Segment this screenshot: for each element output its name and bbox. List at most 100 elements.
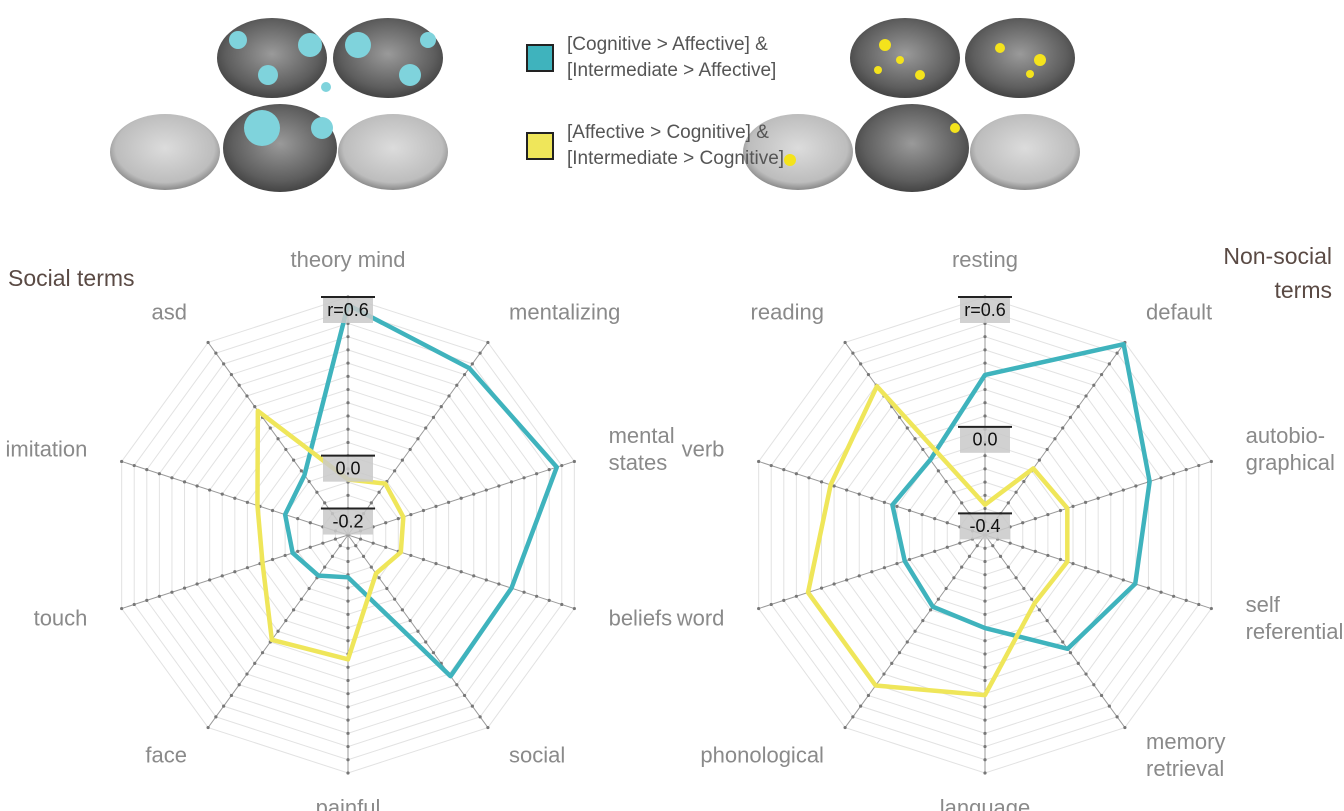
spoke-dot <box>859 362 863 366</box>
chart-title: Social terms <box>8 265 135 291</box>
spoke-dot <box>870 496 874 500</box>
category-line: graphical <box>1246 450 1335 475</box>
spoke-dot <box>1209 606 1213 611</box>
spoke-dot <box>270 557 275 562</box>
category-label: social <box>509 742 565 767</box>
spoke-dot <box>983 744 987 749</box>
tick-label-bg <box>960 297 1010 323</box>
category-line: default <box>1146 299 1212 324</box>
spoke-dot <box>424 640 428 644</box>
spoke-dot <box>983 480 987 484</box>
chart-title-line: Non-social <box>1223 243 1332 269</box>
category-label: touch <box>34 605 88 630</box>
spoke-dot <box>484 578 488 582</box>
category-line: resting <box>952 247 1018 272</box>
spoke-dot <box>1209 459 1213 464</box>
spoke-dot <box>400 608 405 612</box>
tick-label: 0.0 <box>335 458 360 478</box>
spoke-dot <box>346 361 350 365</box>
tick-label: r=0.6 <box>327 300 369 320</box>
spoke-dot <box>1076 661 1080 665</box>
chart-title-line: terms <box>1275 277 1333 303</box>
spoke-dot <box>1096 496 1100 500</box>
tick-label-bg <box>323 297 373 323</box>
spoke-dot <box>983 705 987 709</box>
spoke-dot <box>983 467 987 471</box>
spoke-dot <box>1099 372 1104 377</box>
spoke-dot <box>268 426 272 430</box>
spoke-dot <box>1107 704 1111 708</box>
spoke-dot <box>944 586 948 591</box>
spoke-dot <box>296 517 300 521</box>
spoke-dot <box>470 704 474 708</box>
spoke-dot <box>1092 683 1096 687</box>
spoke-dot <box>346 692 350 696</box>
spoke-dot <box>408 618 412 623</box>
spoke-dot <box>486 725 490 730</box>
category-line: language <box>940 795 1031 811</box>
legend-label: [Intermediate > Affective] <box>567 60 776 81</box>
spoke-dot <box>291 458 296 462</box>
spoke-dot <box>377 490 381 494</box>
spoke-dot <box>346 335 350 339</box>
spoke-dot <box>1115 715 1119 719</box>
spoke-dot <box>220 492 224 496</box>
spoke-dot <box>346 546 350 550</box>
spoke-dot <box>1021 545 1025 549</box>
spoke-dot <box>936 597 940 601</box>
spoke-dot <box>983 387 987 392</box>
spoke-dot <box>547 598 551 602</box>
spoke-dot <box>535 594 539 598</box>
spoke-dot <box>470 362 474 366</box>
spoke-dot <box>384 545 388 549</box>
spoke-dot <box>299 597 303 601</box>
spoke-dot <box>396 517 400 521</box>
category-line: mental <box>609 423 675 448</box>
spoke-dot <box>145 468 149 472</box>
spoke-dot <box>1197 463 1201 468</box>
spoke-dot <box>913 629 917 633</box>
spoke-dot <box>983 573 987 577</box>
spoke-dot <box>393 469 397 473</box>
spoke-dot <box>208 488 212 492</box>
spoke-dot <box>897 415 902 419</box>
spoke-dot <box>270 508 275 513</box>
spoke-dot <box>195 582 199 586</box>
spoke-dot <box>145 598 149 602</box>
spoke-dot <box>1022 479 1026 484</box>
spoke-dot <box>1099 693 1104 698</box>
spoke-dot <box>928 608 933 612</box>
spoke-dot <box>346 612 350 616</box>
legend: [Cognitive > Affective] & [Intermediate >… <box>526 34 784 169</box>
spoke-dot <box>1037 608 1042 612</box>
spoke-dot <box>845 578 849 582</box>
spoke-dot <box>895 562 899 566</box>
spoke-dot <box>1033 517 1037 521</box>
spoke-dot <box>1121 578 1125 582</box>
spoke-dot <box>967 554 972 558</box>
spoke-dot <box>486 340 490 345</box>
spoke-dot <box>920 553 924 558</box>
spoke-dot <box>333 537 338 541</box>
legend-label: [Cognitive > Affective] & <box>567 34 768 55</box>
spoke-dot <box>421 557 426 562</box>
category-label: phonological <box>700 742 824 767</box>
spoke-dot <box>214 351 218 355</box>
spoke-dot <box>1172 594 1176 598</box>
spoke-dot <box>1008 541 1012 545</box>
spoke-dot <box>1045 447 1049 452</box>
category-label: word <box>676 605 725 630</box>
category-line: asd <box>151 299 186 324</box>
spoke-dot <box>195 484 199 488</box>
spoke-dot <box>1076 405 1080 409</box>
spoke-dot <box>1033 549 1037 553</box>
spoke-dot <box>497 484 501 488</box>
spoke-dot <box>522 476 526 480</box>
spoke-dot <box>346 705 350 709</box>
spoke-dot <box>1053 629 1057 633</box>
radar-chart: resting default autobio-graphical self refer… <box>676 243 1344 811</box>
spoke-dot <box>983 771 987 775</box>
category-line: referential <box>1246 619 1344 644</box>
spoke-dot <box>1197 602 1201 607</box>
spoke-dot <box>346 586 350 590</box>
